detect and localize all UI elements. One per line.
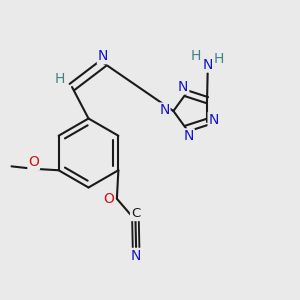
Text: N: N (131, 249, 141, 263)
Text: N: N (208, 112, 219, 127)
Text: H: H (190, 49, 201, 63)
Text: N: N (202, 58, 213, 72)
Text: N: N (159, 103, 170, 117)
Text: O: O (28, 155, 39, 169)
Text: H: H (214, 52, 224, 66)
Text: N: N (178, 80, 188, 94)
Text: O: O (103, 192, 114, 206)
Text: N: N (98, 50, 108, 63)
Text: N: N (184, 129, 194, 143)
Text: C: C (131, 207, 140, 220)
Text: H: H (55, 72, 65, 86)
